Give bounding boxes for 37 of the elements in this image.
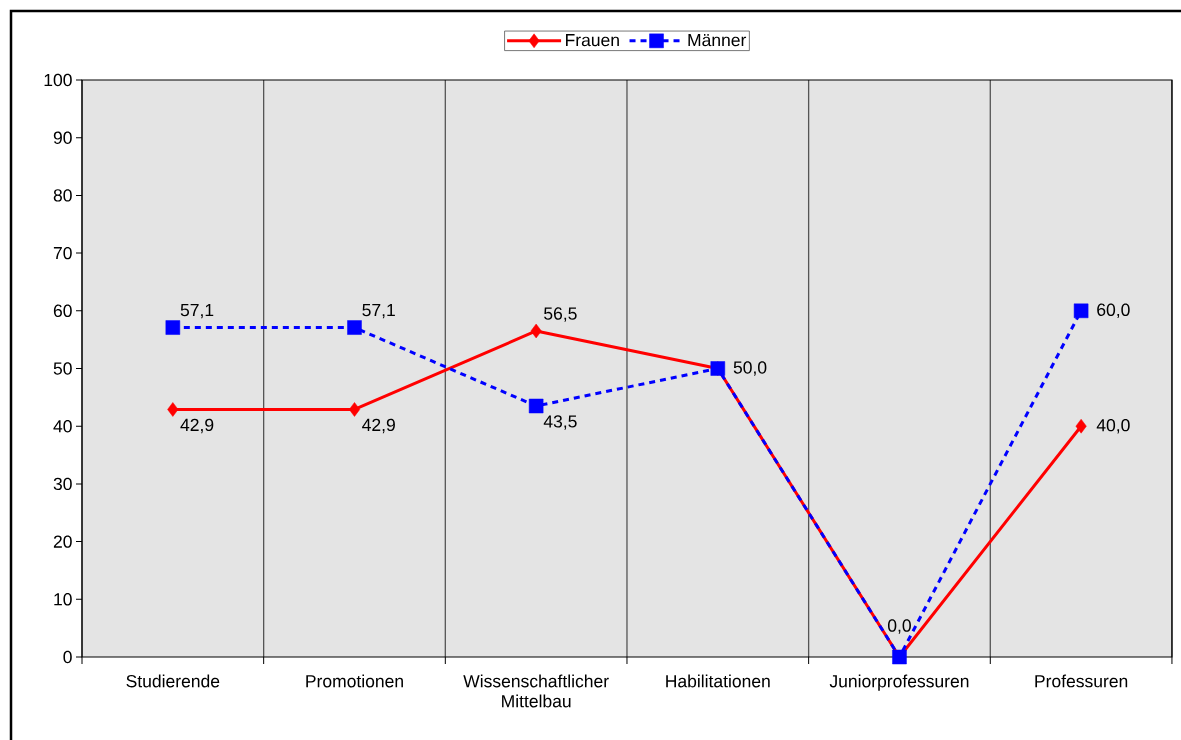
x-tick-label: Professuren — [1035, 674, 1128, 688]
data-label: 57,1 — [362, 304, 395, 319]
point — [1073, 303, 1089, 319]
legend-label: Männer — [688, 34, 747, 47]
data-label: 60,0 — [1097, 303, 1130, 319]
data-label: 40,0 — [1096, 418, 1130, 434]
x-tick-label: Studierende — [126, 674, 220, 688]
y-tick-label: 40 — [53, 420, 72, 433]
y-tick-label: 80 — [53, 189, 72, 202]
y-tick-label: 70 — [53, 246, 72, 260]
data-label: 0,0 — [887, 619, 911, 634]
x-tick-label: Wissenschaftlicher Mittelbau — [463, 674, 609, 708]
point — [167, 402, 179, 417]
y-tick-label: 100 — [44, 73, 72, 87]
point — [348, 402, 360, 417]
y-tick-label: 60 — [53, 304, 72, 317]
y-tick-label: 50 — [53, 362, 72, 375]
y-tick-label: 90 — [53, 131, 72, 144]
y-tick-label: 30 — [53, 477, 72, 491]
y-tick-label: 20 — [53, 535, 72, 548]
x-tick-label: Promotionen — [306, 674, 403, 688]
data-label: 57,1 — [180, 304, 214, 319]
y-tick-label: 10 — [54, 593, 72, 606]
x-tick-label: Juniorprofessuren — [829, 674, 969, 691]
data-label: 42,9 — [362, 418, 395, 434]
point — [530, 323, 542, 339]
point — [165, 320, 181, 335]
point — [1075, 418, 1087, 434]
data-label: 43,5 — [543, 415, 577, 430]
x-tick-label: Habilitationen — [666, 674, 770, 688]
legend-label: Frauen — [566, 34, 619, 47]
data-label: 50,0 — [733, 361, 767, 376]
data-label: 42,9 — [180, 418, 214, 434]
data-label: 56,5 — [544, 307, 577, 322]
point — [347, 320, 362, 335]
y-tick-label: 0 — [63, 650, 72, 664]
point — [528, 398, 544, 414]
